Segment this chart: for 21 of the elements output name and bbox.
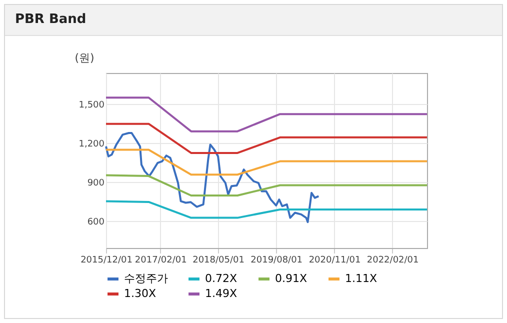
- line-series: [105, 132, 320, 224]
- x-tick-label: 2020/11/01: [308, 256, 361, 266]
- line-series: [105, 174, 428, 196]
- x-tick-label: 2017/02/01: [134, 256, 187, 266]
- x-tick-label: 2019/08/01: [250, 256, 303, 266]
- y-tick-label: 600: [87, 217, 105, 228]
- x-tick-label: 2018/05/01: [192, 256, 244, 266]
- y-axis-title: (원): [74, 52, 94, 64]
- y-tick-label: 1,500: [78, 100, 105, 111]
- x-tick-label: 2022/02/01: [366, 256, 419, 266]
- legend-label: 수정주가: [124, 272, 168, 285]
- legend-label: 0.91X: [275, 272, 308, 285]
- legend-label: 0.72X: [205, 272, 238, 285]
- line-series: [105, 200, 428, 219]
- x-tick-label: 2015/12/01: [80, 256, 132, 266]
- y-tick-label: 1,200: [78, 140, 105, 150]
- legend-label: 1.30X: [124, 287, 156, 300]
- legend-label: 1.49X: [205, 287, 238, 300]
- chart-title: PBR Band: [5, 5, 502, 36]
- y-tick-label: 900: [87, 178, 105, 188]
- legend-label: 1.11X: [345, 272, 378, 285]
